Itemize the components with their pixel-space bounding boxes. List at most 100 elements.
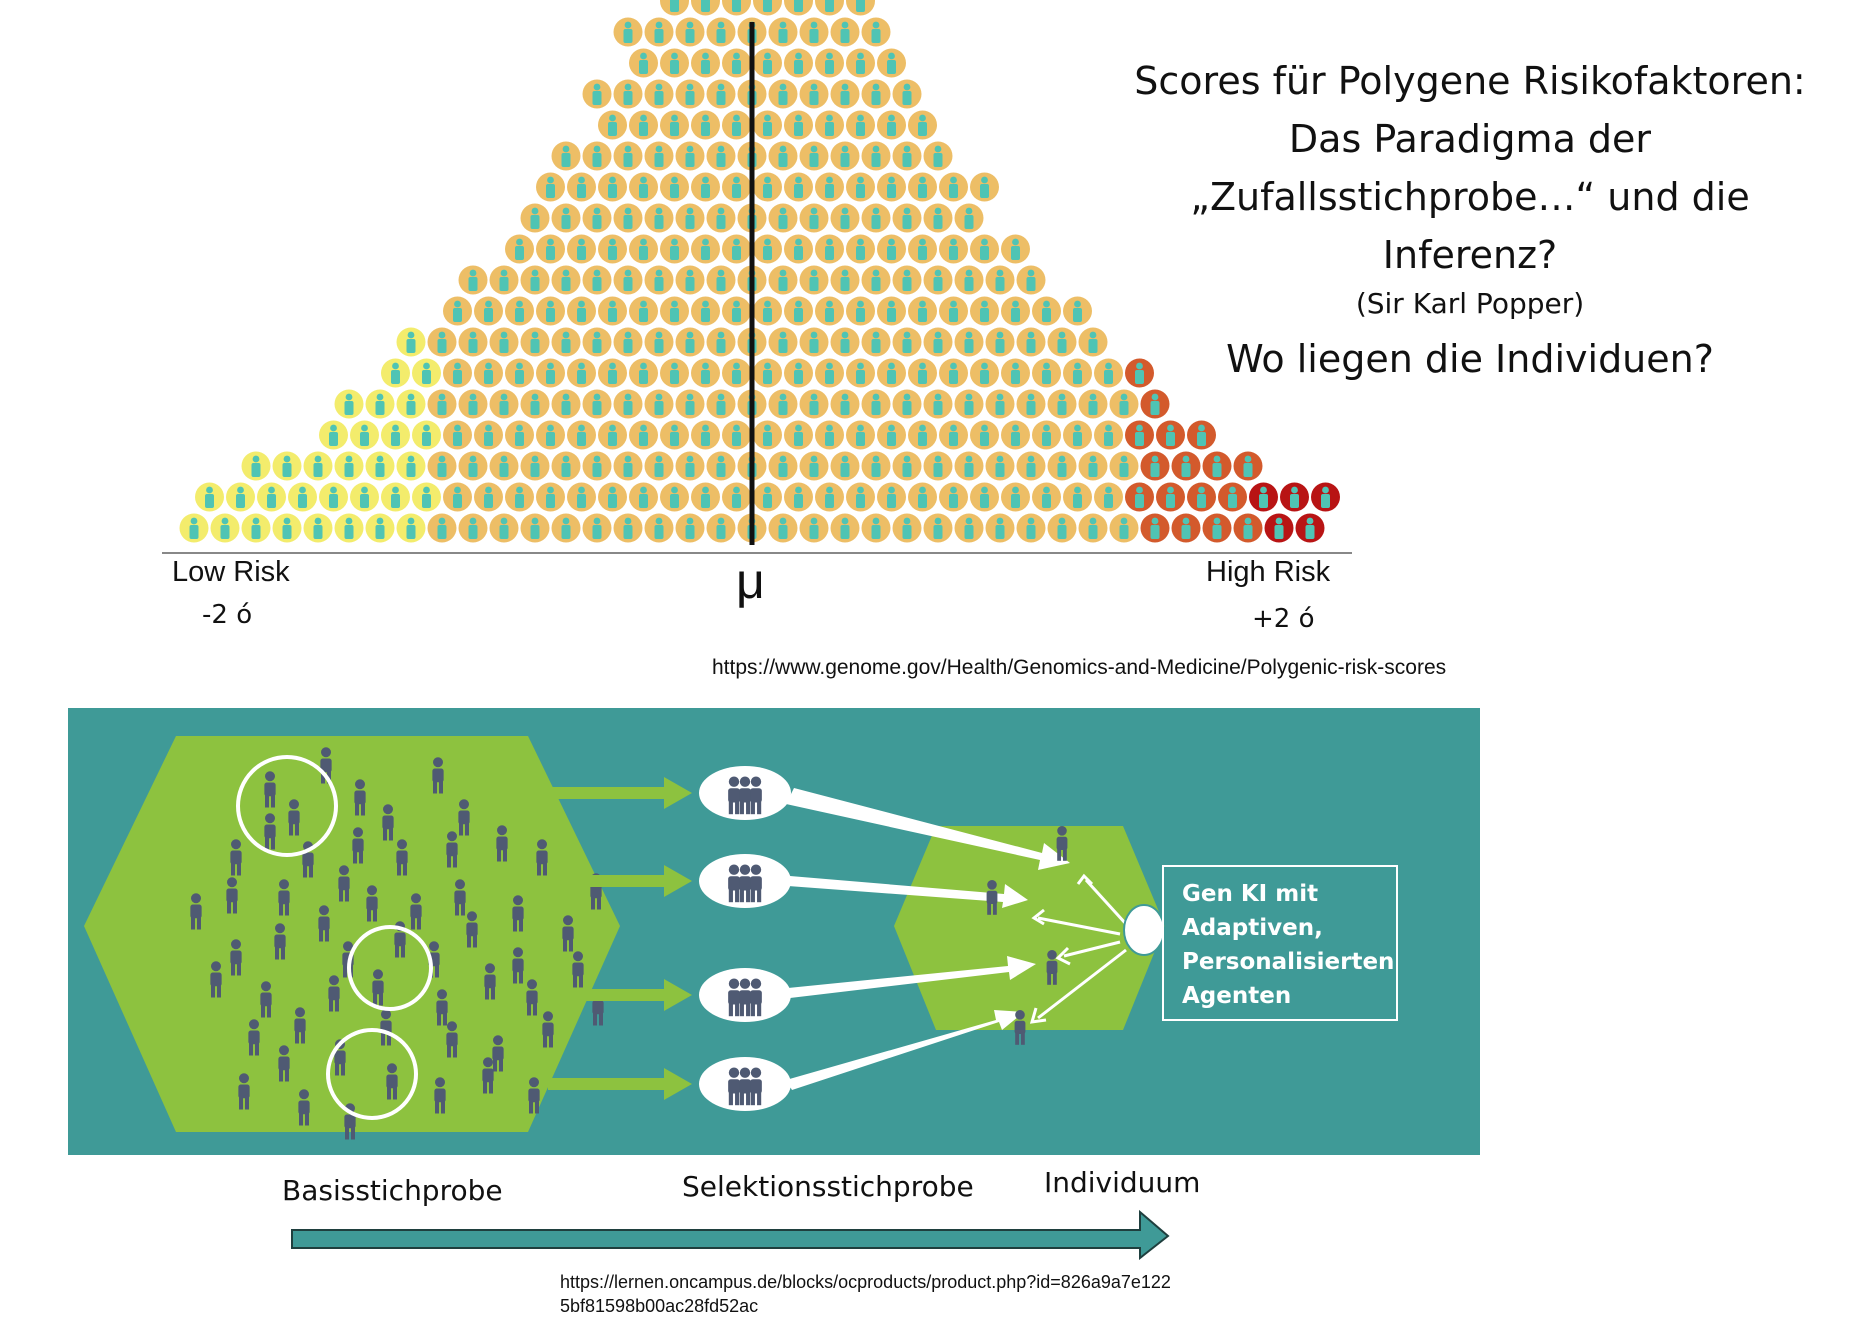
person-marker xyxy=(505,482,534,512)
agent-box-line: Agenten xyxy=(1182,983,1292,1009)
person-marker xyxy=(613,203,643,233)
person-marker xyxy=(1094,420,1123,450)
person-marker xyxy=(303,513,333,543)
title-line: Inferenz? xyxy=(1382,233,1558,277)
person-marker xyxy=(319,420,348,450)
person-marker xyxy=(877,296,906,326)
population-hexagon xyxy=(84,736,620,1132)
person-marker xyxy=(691,172,720,202)
title-line: Das Paradigma der xyxy=(1288,117,1652,161)
person-marker xyxy=(1032,482,1061,512)
person-marker xyxy=(939,172,968,202)
person-marker xyxy=(815,234,844,264)
low-sigma-label: -2 ó xyxy=(202,600,253,630)
person-marker xyxy=(908,482,937,512)
person-marker xyxy=(644,17,674,47)
person-marker xyxy=(706,141,736,171)
person-marker xyxy=(1001,358,1030,388)
person-marker xyxy=(970,482,999,512)
person-marker xyxy=(861,265,891,295)
person-marker xyxy=(1078,513,1108,543)
person-marker xyxy=(722,0,751,16)
person-marker xyxy=(892,79,922,109)
person-marker xyxy=(923,141,953,171)
person-marker xyxy=(1171,513,1201,543)
person-marker xyxy=(815,482,844,512)
person-marker xyxy=(582,451,612,481)
person-marker xyxy=(288,482,317,512)
person-marker xyxy=(536,234,565,264)
person-marker xyxy=(846,0,875,16)
person-marker xyxy=(489,327,519,357)
person-marker xyxy=(784,110,813,140)
person-marker xyxy=(799,203,829,233)
person-marker xyxy=(861,389,891,419)
person-marker xyxy=(753,296,782,326)
person-marker xyxy=(846,296,875,326)
person-marker xyxy=(675,17,705,47)
person-marker xyxy=(567,296,596,326)
person-marker xyxy=(753,358,782,388)
person-marker xyxy=(443,482,472,512)
person-marker xyxy=(985,265,1015,295)
person-marker xyxy=(629,48,658,78)
person-marker xyxy=(954,327,984,357)
person-marker xyxy=(830,141,860,171)
person-marker xyxy=(334,451,364,481)
person-marker xyxy=(582,203,612,233)
person-marker xyxy=(970,234,999,264)
person-marker xyxy=(722,172,751,202)
person-marker xyxy=(644,389,674,419)
person-marker xyxy=(706,513,736,543)
person-marker xyxy=(396,513,426,543)
person-marker xyxy=(1187,482,1216,512)
person-marker xyxy=(799,451,829,481)
person-marker xyxy=(691,296,720,326)
person-marker xyxy=(939,420,968,450)
person-marker xyxy=(753,482,782,512)
person-marker xyxy=(536,482,565,512)
person-marker xyxy=(830,389,860,419)
person-marker xyxy=(629,172,658,202)
person-marker xyxy=(970,358,999,388)
person-marker xyxy=(1109,513,1139,543)
person-marker xyxy=(660,358,689,388)
person-marker xyxy=(815,48,844,78)
person-marker xyxy=(598,358,627,388)
person-marker xyxy=(939,482,968,512)
person-marker xyxy=(427,451,457,481)
genome-source-link[interactable]: https://www.genome.gov/Health/Genomics-a… xyxy=(712,656,1447,679)
person-marker xyxy=(1280,482,1309,512)
oncampus-source-link[interactable]: https://lernen.oncampus.de/blocks/ocprod… xyxy=(560,1270,1171,1318)
person-marker xyxy=(551,141,581,171)
person-marker xyxy=(985,451,1015,481)
person-marker xyxy=(939,296,968,326)
person-marker xyxy=(722,48,751,78)
person-marker xyxy=(691,420,720,450)
person-marker xyxy=(970,296,999,326)
person-marker xyxy=(210,513,240,543)
white-arrow xyxy=(788,956,1036,998)
person-marker xyxy=(443,358,472,388)
person-marker xyxy=(1156,482,1185,512)
person-marker xyxy=(675,513,705,543)
agent-box-line: Gen KI mit xyxy=(1182,881,1319,907)
person-marker xyxy=(861,17,891,47)
person-marker xyxy=(908,358,937,388)
person-marker xyxy=(660,234,689,264)
person-marker xyxy=(675,327,705,357)
person-marker xyxy=(489,389,519,419)
person-marker xyxy=(877,172,906,202)
person-marker xyxy=(567,358,596,388)
person-marker xyxy=(474,482,503,512)
person-marker xyxy=(1187,420,1216,450)
person-marker xyxy=(365,389,395,419)
person-marker xyxy=(489,513,519,543)
timeline-arrow xyxy=(291,1209,1170,1260)
person-marker xyxy=(1063,296,1092,326)
person-marker xyxy=(1016,327,1046,357)
person-marker xyxy=(877,48,906,78)
person-marker xyxy=(923,203,953,233)
person-marker xyxy=(768,327,798,357)
person-marker xyxy=(877,420,906,450)
